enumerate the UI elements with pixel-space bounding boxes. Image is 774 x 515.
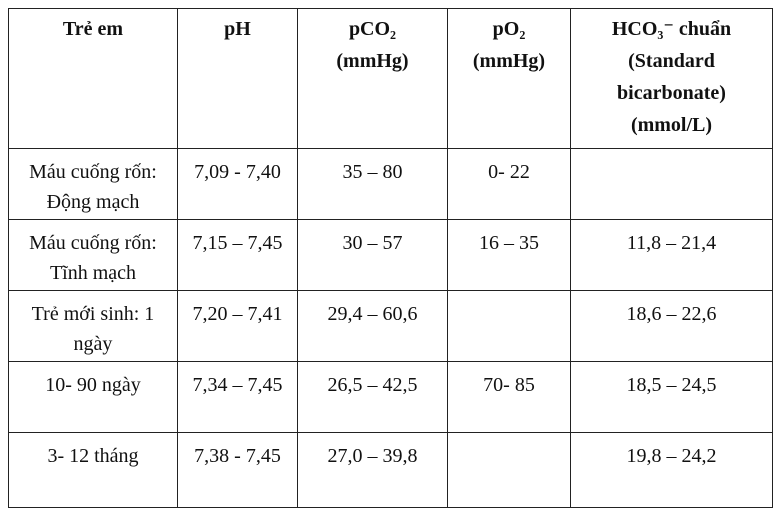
table-cell: 27,0 – 39,8 — [297, 432, 448, 508]
table-body: Máu cuống rốn: Động mạch 7,09 - 7,40 35 – … — [8, 148, 773, 508]
empty-cell — [447, 432, 571, 508]
table-cell: 30 – 57 — [297, 219, 448, 291]
table-cell: 19,8 – 24,2 — [570, 432, 773, 508]
table-cell: 3- 12 tháng — [8, 432, 178, 508]
table-cell: 11,8 – 21,4 — [570, 219, 773, 291]
table-cell: Trẻ mới sinh: 1 ngày — [8, 290, 178, 362]
header-cell: Trẻ em — [8, 8, 178, 149]
table-cell: Máu cuống rốn: Tĩnh mạch — [8, 219, 178, 291]
header-text: (Standard bicarbonate) — [617, 50, 726, 104]
header-text: HCO₃⁻ chuẩn — [611, 18, 732, 40]
header-cell: pCO₂ (mmHg) — [297, 8, 448, 149]
empty-cell — [447, 290, 571, 362]
header-cell: pH — [177, 8, 298, 149]
table-cell: 18,5 – 24,5 — [570, 361, 773, 433]
header-text: Trẻ em — [62, 18, 124, 40]
table-cell: 35 – 80 — [297, 148, 448, 220]
table-cell: 26,5 – 42,5 — [297, 361, 448, 433]
table-cell: 29,4 – 60,6 — [297, 290, 448, 362]
table-cell: 10- 90 ngày — [8, 361, 178, 433]
table-row: 3- 12 tháng 7,38 - 7,45 27,0 – 39,8 19,8 – … — [8, 432, 773, 508]
table-cell: 7,09 - 7,40 — [177, 148, 298, 220]
table-row: 10- 90 ngày 7,34 – 7,45 26,5 – 42,5 70- 85 1… — [8, 361, 773, 433]
header-text: pH — [224, 18, 251, 40]
data-table: Trẻ em pH pCO₂ (mmHg) pO₂ (mmHg) HCO₃⁻ chuẩn (S… — [8, 8, 773, 508]
table-cell: 18,6 – 22,6 — [570, 290, 773, 362]
table-cell: 16 – 35 — [447, 219, 571, 291]
table-cell: 70- 85 — [447, 361, 571, 433]
header-cell: HCO₃⁻ chuẩn (Standard bicarbonate) (mmol/L… — [570, 8, 773, 149]
table-cell: 7,34 – 7,45 — [177, 361, 298, 433]
table-cell: 0- 22 — [447, 148, 571, 220]
table-cell: 7,15 – 7,45 — [177, 219, 298, 291]
header-cell: pO₂ (mmHg) — [447, 8, 571, 149]
header-text: (mmol/L) — [630, 114, 713, 136]
header-text: (mmHg) — [336, 50, 409, 72]
header-row: Trẻ em pH pCO₂ (mmHg) pO₂ (mmHg) HCO₃⁻ chuẩn (S… — [8, 8, 773, 149]
table-cell: 7,38 - 7,45 — [177, 432, 298, 508]
table-cell: Máu cuống rốn: Động mạch — [8, 148, 178, 220]
table-row: Máu cuống rốn: Động mạch 7,09 - 7,40 35 – … — [8, 148, 773, 220]
empty-cell — [570, 148, 773, 220]
table-cell: 7,20 – 7,41 — [177, 290, 298, 362]
header-text: pO₂ — [492, 18, 526, 40]
table-row: Trẻ mới sinh: 1 ngày 7,20 – 7,41 29,4 – 60… — [8, 290, 773, 362]
header-text: pCO₂ — [348, 18, 397, 40]
header-text: (mmHg) — [472, 50, 546, 72]
table-row: Máu cuống rốn: Tĩnh mạch 7,15 – 7,45 30 – … — [8, 219, 773, 291]
